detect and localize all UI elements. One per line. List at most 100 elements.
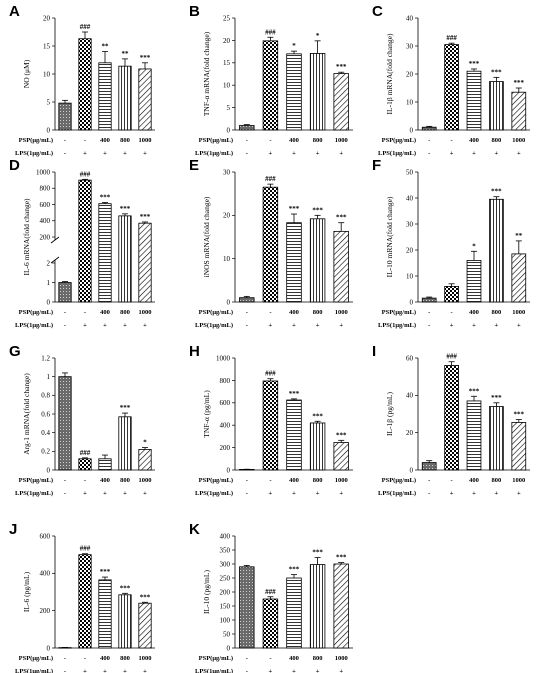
y-tick-label: 1000	[36, 168, 51, 176]
y-axis-label: IL-6 (pg/mL)	[22, 571, 31, 612]
significance-label: **	[102, 43, 110, 51]
psp-row-label: PSP(μg/mL)	[199, 309, 233, 316]
bar-c-3	[466, 70, 482, 131]
y-tick-label: 800	[220, 377, 231, 385]
lps-value: +	[517, 322, 521, 329]
y-tick-label: 0	[47, 126, 51, 134]
y-tick-label: 30	[223, 168, 231, 176]
lps-value: +	[316, 490, 320, 497]
y-tick-label: 0	[227, 466, 231, 474]
lps-value: +	[316, 150, 320, 157]
lps-value: +	[339, 150, 343, 157]
lps-value: -	[428, 150, 430, 157]
y-tick-label: 1	[47, 279, 51, 287]
psp-value: 400	[100, 655, 110, 662]
lps-value: -	[64, 490, 66, 497]
significance-label: *	[316, 32, 320, 40]
lps-value: +	[292, 490, 296, 497]
significance-label: ***	[289, 566, 300, 574]
y-tick-label: 0	[47, 466, 51, 474]
psp-value: 800	[120, 477, 130, 484]
bar-h-4	[309, 422, 326, 471]
bar-c-5	[511, 91, 527, 131]
panel-g: G 0 0.2 0.4 0.6 0.8 1 1.2 Arg-1 mRNA(fold change…	[9, 343, 155, 497]
significance-label: ***	[312, 206, 323, 214]
lps-row-label: LPS(1μg/mL)	[15, 490, 53, 497]
significance-label: **	[515, 232, 523, 240]
significance-label: ***	[140, 54, 151, 62]
psp-value: -	[428, 477, 430, 484]
psp-value: -	[269, 655, 271, 662]
y-tick-label: 0	[47, 644, 51, 652]
bar-d-4	[118, 215, 132, 303]
y-tick-label: 200	[220, 444, 231, 452]
y-tick-label: 5	[227, 104, 231, 112]
y-tick-label: 0.6	[41, 410, 50, 418]
bar-k-4	[309, 564, 326, 649]
significance-label: **	[122, 50, 130, 58]
psp-row-label: PSP(μg/mL)	[382, 309, 416, 316]
lps-value: -	[428, 322, 430, 329]
significance-label: ***	[336, 431, 347, 439]
lps-value: +	[269, 668, 273, 673]
y-tick-label: 10	[223, 255, 231, 263]
panel-b: B 0 5 10 15 20 25 TNF-α mRNA(fold change) - - ### -…	[189, 3, 353, 157]
y-tick-label: 0	[410, 466, 414, 474]
psp-value: 1000	[335, 137, 348, 144]
lps-value: -	[246, 150, 248, 157]
panel-label: J	[9, 521, 17, 538]
lps-value: +	[450, 150, 454, 157]
bar-g-2	[78, 458, 92, 471]
lps-value: +	[103, 490, 107, 497]
lps-value: +	[83, 490, 87, 497]
psp-value: 1000	[139, 477, 152, 484]
lps-value: -	[428, 490, 430, 497]
lps-value: -	[64, 668, 66, 673]
lps-row-label: LPS(1μg/mL)	[15, 322, 53, 329]
psp-value: 800	[492, 137, 502, 144]
significance-label: *	[472, 242, 476, 250]
significance-label: ###	[446, 353, 457, 361]
y-tick-label: 25	[223, 14, 231, 22]
lps-row-label: LPS(1μg/mL)	[195, 490, 233, 497]
y-tick-label: 5	[47, 98, 51, 106]
y-tick-label: 0	[410, 298, 414, 306]
psp-value: 400	[100, 309, 110, 316]
lps-value: +	[269, 150, 273, 157]
lps-value: +	[143, 150, 147, 157]
lps-value: -	[64, 322, 66, 329]
bar-g-1	[58, 376, 72, 471]
bar-i-3	[466, 400, 482, 471]
lps-row-label: LPS(1μg/mL)	[195, 668, 233, 673]
axis-break-mark	[50, 256, 60, 264]
panel-d: D 0 1 2 200 400 600 800 1000 IL-6 mRNA(fold chang…	[9, 157, 155, 329]
significance-label: ###	[80, 449, 91, 457]
lps-value: +	[316, 322, 320, 329]
lps-value: +	[123, 490, 127, 497]
panel-e: E 0 10 20 30 iNOS mRNA(fold change) - - ### - + ***…	[189, 157, 353, 329]
lps-value: +	[450, 322, 454, 329]
panel-label: G	[9, 343, 21, 360]
psp-row-label: PSP(μg/mL)	[199, 137, 233, 144]
y-tick-label: 600	[40, 532, 51, 540]
psp-value: 1000	[512, 477, 525, 484]
significance-label: ***	[100, 193, 111, 201]
significance-label: *	[292, 42, 296, 50]
y-tick-label: 0	[47, 298, 51, 306]
y-tick-label: 0.4	[41, 429, 50, 437]
psp-value: 800	[120, 309, 130, 316]
significance-label: ***	[514, 79, 525, 87]
significance-label: ###	[265, 588, 276, 596]
lps-value: +	[339, 322, 343, 329]
psp-value: -	[451, 137, 453, 144]
panel-h: H 0 200 400 600 800 1000 TNF-α (pg/mL) - - ### - + **…	[189, 343, 353, 497]
panel-label: A	[9, 3, 20, 20]
bar-h-5	[333, 442, 349, 471]
panel-i: I 0 20 40 60 IL-1β (pg/mL) - - ### - + *** 400 + *** 80…	[372, 343, 530, 497]
psp-value: -	[246, 477, 248, 484]
bar-c-1	[421, 126, 437, 131]
bar-j-3	[98, 579, 112, 649]
bar-a-4	[118, 65, 132, 131]
y-axis-label: TNF-α mRNA(fold change)	[202, 31, 211, 116]
bar-e-4	[309, 218, 326, 303]
